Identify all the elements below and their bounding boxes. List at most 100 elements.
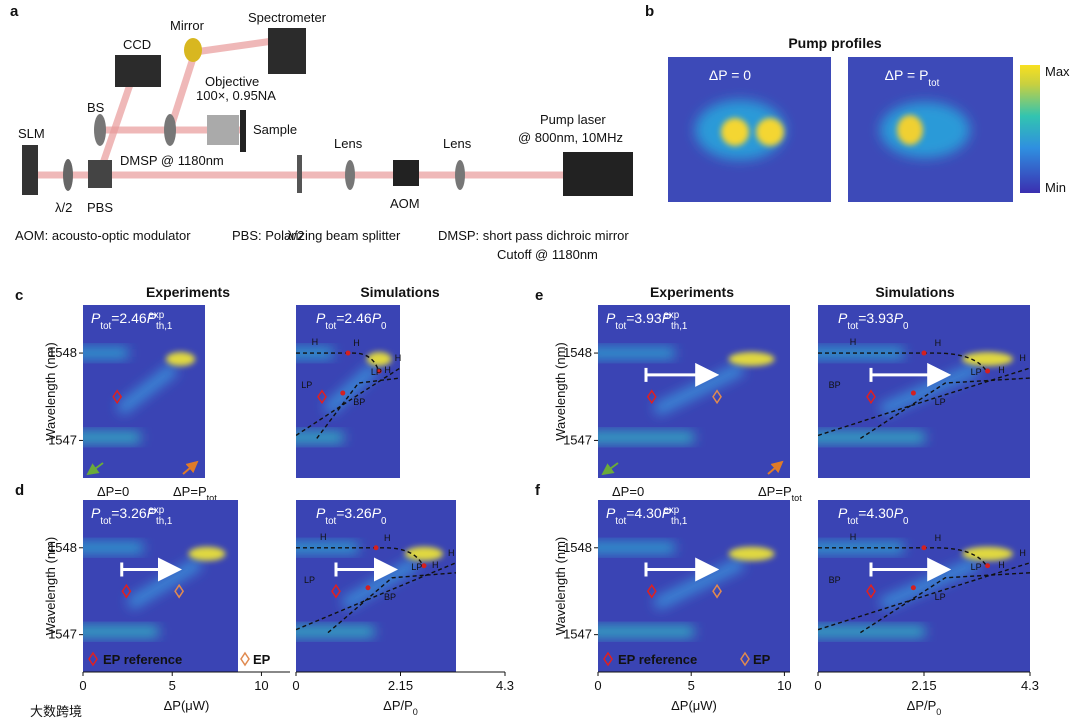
heatmap-layer [83,305,205,478]
curve-label: H [998,365,1005,375]
text-part: ΔP=0 [97,484,129,499]
y-axis-label: Wavelength (nm) [553,537,568,636]
corner-label: ΔP=0 [97,484,129,499]
band [598,432,694,443]
text-part: ΔP(μW) [164,698,210,713]
curve-point [910,585,916,591]
part-label: Lens [443,136,472,151]
x-tick-label: 4.3 [496,678,514,693]
text-part: P [372,310,382,326]
text-part: tot [847,516,858,527]
legend-marker [603,651,613,667]
colorbar-label: Min [1045,180,1066,195]
x-tick-label: 0 [292,678,299,693]
x-tick-label: 2.15 [388,678,413,693]
curve-point [985,563,991,569]
heatmap-layer [598,500,790,672]
y-tick-label: 1548 [48,540,77,555]
x-tick-label: 5 [688,678,695,693]
column-title: Experiments [146,284,230,300]
curve-point [910,390,916,396]
text-part: ΔP/P [907,698,937,713]
part-label: Objective [205,74,259,89]
simulation-title: Ptot=3.93P0 [838,310,909,332]
curve-label: H [935,338,942,348]
curve-label: LP [371,367,382,377]
text-part: P [316,505,326,521]
text-part: P [894,505,904,521]
sim-curve [296,367,400,437]
legend-label: EP [753,652,771,667]
text-part: P [147,310,157,326]
part-label: Lens [334,136,363,151]
y-tick-label: 1548 [563,540,592,555]
note: AOM: acousto-optic modulator [15,228,191,243]
note: PBS: Polarizing beam splitter [232,228,401,243]
ep-marker [174,583,185,599]
text-part: P [606,505,616,521]
curve-point [373,545,379,551]
curve-label: BP [829,380,841,390]
band [598,542,675,553]
setup-diagram: a SLM λ/2 PBS CCD BS Mirror Spectrometer… [10,3,633,262]
ep-marker [712,389,722,405]
heatmap-layer [296,500,456,672]
heatmap [83,305,205,478]
y-tick-label: 1548 [563,345,592,360]
text-part: tot [207,493,218,503]
text-part: 0 [381,321,387,332]
note: Cutoff @ 1180nm [497,247,598,262]
x-tick-label: 10 [777,678,791,693]
heatmap-layer [296,305,400,478]
text-part: P [838,310,848,326]
text-part: P [91,310,101,326]
experiment-title: Ptot=3.93Pth,1exp [606,310,687,332]
band [323,363,379,415]
corner-arrow [86,462,104,476]
part-label: Spectrometer [248,10,327,25]
column-title: Simulations [875,284,955,300]
curve-point [365,585,371,591]
y-tick-label: 1547 [48,432,77,447]
band [126,557,203,610]
text-part: =2.46 [336,310,372,326]
ep-reference-marker [331,583,341,599]
band [652,362,745,416]
text-part: =2.46 [111,310,147,326]
text-part: ΔP(μW) [671,698,717,713]
experiment-title: Ptot=4.30Pth,1exp [606,505,687,527]
text-part: =3.26 [336,505,372,521]
hot-spot [404,546,444,561]
curve-label: H [384,365,391,375]
simulation-title: Ptot=2.46P0 [316,310,387,332]
curve-label: LP [411,562,422,572]
text-part: tot [928,78,939,89]
curve-label: H [320,532,327,542]
heatmap [296,500,456,672]
hot-spot [165,352,196,367]
note: DMSP: short pass dichroic mirror [438,228,629,243]
curve-point [376,368,382,374]
panel-label: c [15,287,23,304]
curve-point [985,368,991,374]
text-part: 0 [413,707,418,717]
text-part: P [91,505,101,521]
legend-marker [88,651,98,667]
text-part: =4.30 [858,505,894,521]
text-part: th,1 [671,516,687,527]
map-label: ΔP = 0 [709,67,751,83]
band [652,557,745,611]
column-title: Experiments [650,284,734,300]
text-part: exp [148,310,164,321]
legend-marker [240,651,250,667]
panel-label: b [645,3,654,20]
heatmap [83,500,238,672]
part-label: Pump laser [540,112,606,127]
ep-reference-marker [112,389,123,405]
sim-curve [818,547,989,569]
corner-label: ΔP=Ptot [173,484,217,503]
panel-label: f [535,482,541,499]
x-tick-label: 5 [169,678,176,693]
part-label: BS [87,100,105,115]
